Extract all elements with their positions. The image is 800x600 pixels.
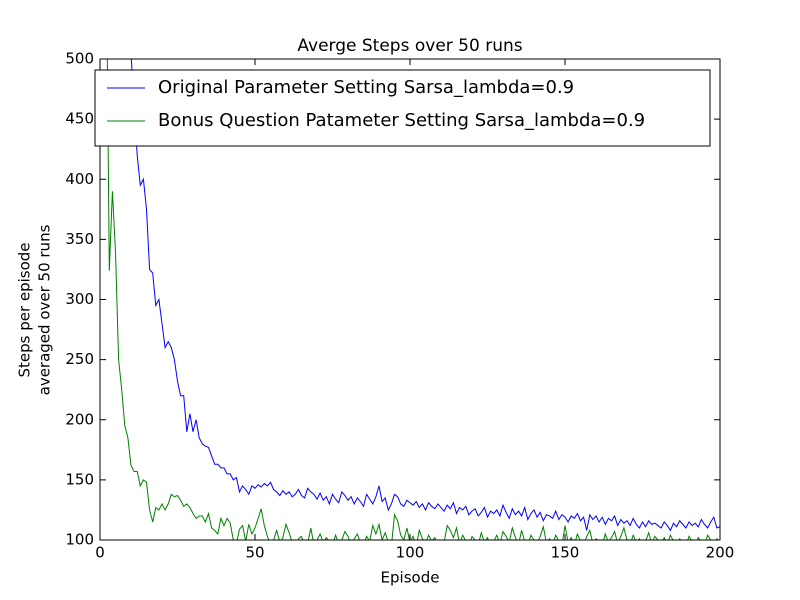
y-tick-label: 450 <box>65 110 94 128</box>
y-axis-label: averaged over 50 runs <box>36 224 54 395</box>
y-axis-label: Steps per episode <box>16 242 34 377</box>
x-tick-label: 100 <box>396 544 425 562</box>
y-tick-label: 400 <box>65 170 94 188</box>
x-axis-label: Episode <box>381 569 440 587</box>
chart-title: Averge Steps over 50 runs <box>297 36 522 56</box>
y-tick-label: 150 <box>65 470 94 488</box>
x-tick-label: 200 <box>706 544 735 562</box>
legend-box <box>94 69 711 147</box>
y-tick-label: 350 <box>65 230 94 248</box>
y-tick-label: 200 <box>65 410 94 428</box>
data-line <box>106 59 719 540</box>
x-tick-label: 50 <box>245 544 264 562</box>
x-tick-label: 150 <box>551 544 580 562</box>
y-tick-label: 500 <box>65 50 94 68</box>
legend: Original Parameter Setting Sarsa_lambda=… <box>94 69 711 147</box>
legend-label: Original Parameter Setting Sarsa_lambda=… <box>158 77 574 98</box>
legend-label: Bonus Question Patameter Setting Sarsa_l… <box>158 110 645 131</box>
data-line <box>130 59 720 532</box>
y-tick-label: 250 <box>65 350 94 368</box>
plot-area <box>106 59 720 540</box>
y-tick-label: 300 <box>65 290 94 308</box>
x-tick-label: 0 <box>95 544 105 562</box>
y-tick-label: 100 <box>65 531 94 549</box>
